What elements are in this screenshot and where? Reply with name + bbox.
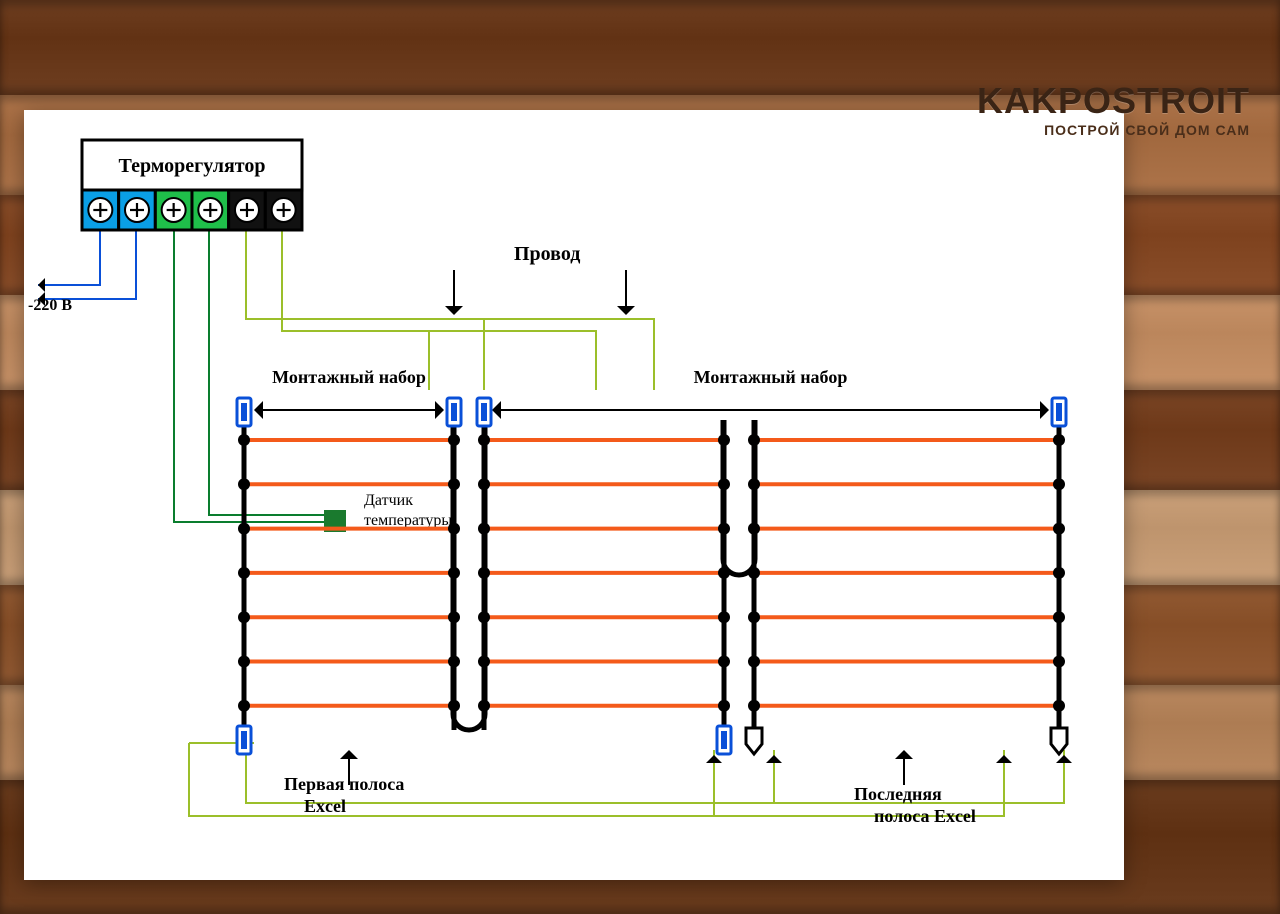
end-clip — [746, 728, 762, 754]
arrow-head — [996, 755, 1012, 763]
sensor-label: Датчик — [364, 492, 413, 509]
mount-kit-label: Монтажный набор — [272, 367, 426, 387]
voltage-label: -220 В — [28, 297, 72, 314]
mount-kit-label: Монтажный набор — [694, 367, 848, 387]
arrow-head — [766, 755, 782, 763]
watermark-main: KAKPOSTROIT — [977, 80, 1250, 122]
sensor-label: температуры — [364, 512, 452, 529]
arrow-head — [895, 750, 913, 759]
wire-label: Провод — [514, 243, 580, 265]
wiring-diagram: Датчик температуры -220 В Терморегулятор Про… — [24, 110, 1124, 880]
thermostat-label: Терморегулятор — [119, 155, 266, 177]
arrow-head — [340, 750, 358, 759]
strip-label: Последняя — [854, 784, 942, 804]
mains-wire — [38, 230, 100, 285]
arrow-head — [1056, 755, 1072, 763]
watermark-sub: ПОСТРОЙ СВОЙ ДОМ САМ — [977, 122, 1250, 138]
strip-label: Excel — [304, 796, 346, 816]
watermark: KAKPOSTROIT ПОСТРОЙ СВОЙ ДОМ САМ — [977, 80, 1250, 138]
strip-label: Первая полоса — [284, 774, 404, 794]
arrow-head — [38, 278, 45, 292]
arrow-head — [492, 401, 501, 419]
arrow-head — [445, 306, 463, 315]
arrow-head — [617, 306, 635, 315]
diagram-paper: Датчик температуры -220 В Терморегулятор Про… — [24, 110, 1124, 880]
arrow-head — [706, 755, 722, 763]
arrow-head — [1040, 401, 1049, 419]
arrow-head — [435, 401, 444, 419]
strip-label: полоса Excel — [874, 806, 976, 826]
arrow-head — [254, 401, 263, 419]
mains-wire — [38, 230, 136, 299]
